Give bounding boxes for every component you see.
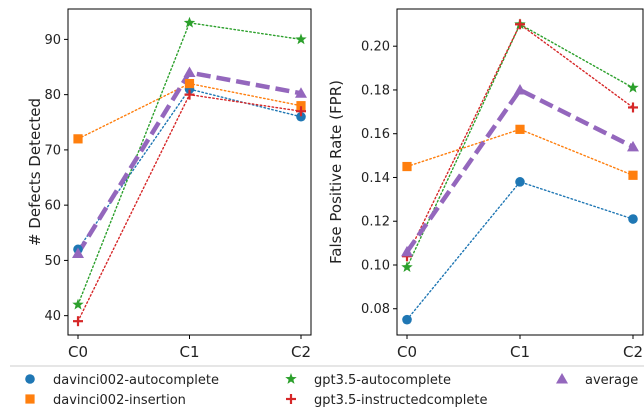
y-tick-label: 70 [44, 143, 61, 158]
legend: davinci002-autocomplete davinci002-insert… [10, 365, 644, 408]
series-line-gpt3.5-autocomplete [406, 23, 634, 268]
legend-label: gpt3.5-instructedcomplete [314, 393, 488, 408]
data-point-average-C1 [183, 66, 196, 78]
data-point-davinci002-insertion-C2 [296, 101, 306, 111]
data-point-davinci002-autocomplete-C2 [296, 111, 306, 122]
data-point-gpt3.5-instructedcomplete-C1 [515, 19, 525, 30]
y-tick-label: 0.18 [361, 83, 390, 98]
x-tick-label: C0 [397, 343, 417, 361]
y-tick-label: 50 [44, 254, 61, 269]
legend-item-davinci002-autocomplete: davinci002-autocomplete [25, 373, 219, 388]
y-tick-label: 40 [44, 309, 61, 324]
data-point-gpt3.5-instructedcomplete-C2 [628, 102, 638, 113]
legend-item-average: average [556, 373, 638, 388]
y-tick-label: 0.16 [361, 127, 390, 142]
legend-marker-davinci002-insertion [25, 394, 35, 404]
plot-frame [396, 8, 644, 336]
y-tick-label: 80 [44, 88, 61, 103]
data-point-davinci002-insertion-C1 [184, 78, 195, 89]
data-point-gpt3.5-instructedcomplete-C0 [73, 316, 83, 327]
legend-label: davinci002-insertion [53, 393, 186, 408]
y-tick-label: 0.14 [361, 171, 390, 186]
data-point-gpt3.5-instructedcomplete-C2 [296, 106, 306, 117]
x-tick-label: C1 [510, 343, 530, 361]
x-tick-label: C2 [291, 343, 311, 361]
series-line-davinci002-autocomplete [406, 181, 634, 321]
series-line-davinci002-insertion [406, 128, 634, 176]
chart-panel-2: 0.08 0.10 0.12 0.14 0.16 0.18 0.20 C0 C1 C2 False … [327, 8, 644, 361]
data-point-average-C0 [72, 247, 84, 258]
y-axis-title: # Defects Detected [26, 98, 44, 246]
x-tick-label: C2 [623, 343, 643, 361]
x-tick-label: C1 [179, 343, 199, 361]
y-tick-label: 0.10 [361, 258, 390, 273]
series-line-gpt3.5-instructedcomplete [77, 93, 302, 322]
data-point-davinci002-insertion-C1 [515, 124, 525, 134]
chart-panel-1: 40 50 60 70 80 90 C0 C1 C2 # Defects Detected [26, 8, 312, 361]
data-point-gpt3.5-autocomplete-C2 [295, 33, 307, 45]
data-point-davinci002-autocomplete-C0 [402, 314, 412, 325]
y-axis-title: False Positive Rate (FPR) [327, 80, 345, 264]
legend-marker-gpt3.5-autocomplete [285, 373, 297, 384]
legend-marker-davinci002-autocomplete [25, 374, 35, 384]
data-point-average-C2 [627, 140, 639, 152]
data-point-gpt3.5-autocomplete-C1 [183, 16, 196, 28]
legend-item-gpt3.5-instructedcomplete: gpt3.5-instructedcomplete [286, 393, 488, 408]
series-line-average [405, 87, 635, 254]
legend-item-gpt3.5-autocomplete: gpt3.5-autocomplete [285, 373, 451, 388]
y-tick-label: 0.12 [361, 215, 390, 230]
legend-label: gpt3.5-autocomplete [314, 373, 451, 388]
legend-label: average [585, 373, 638, 388]
series-line-gpt3.5-instructedcomplete [406, 23, 634, 257]
x-tick-label: C0 [68, 343, 88, 361]
data-point-gpt3.5-autocomplete-C2 [627, 81, 639, 93]
data-point-average-C1 [514, 83, 526, 95]
data-point-davinci002-insertion-C0 [402, 161, 412, 172]
series-line-davinci002-autocomplete [77, 88, 302, 251]
y-tick-label: 0.08 [361, 302, 390, 317]
legend-marker-average [556, 373, 568, 384]
legend-label: davinci002-autocomplete [53, 373, 219, 388]
data-point-gpt3.5-autocomplete-C0 [401, 261, 413, 273]
legend-marker-gpt3.5-instructedcomplete [286, 394, 296, 404]
plot-frame [67, 8, 312, 336]
data-point-average-C0 [401, 245, 413, 257]
data-point-davinci002-autocomplete-C1 [515, 177, 525, 187]
data-point-gpt3.5-instructedcomplete-C1 [184, 89, 195, 100]
y-tick-label: 60 [44, 199, 61, 214]
data-point-davinci002-insertion-C0 [73, 134, 83, 144]
y-tick-label: 0.20 [361, 40, 390, 55]
series-line-gpt3.5-autocomplete [77, 22, 302, 306]
data-point-davinci002-insertion-C2 [628, 170, 638, 180]
data-point-gpt3.5-autocomplete-C0 [72, 298, 84, 310]
legend-item-davinci002-insertion: davinci002-insertion [25, 393, 186, 408]
y-tick-label: 90 [44, 33, 61, 48]
data-point-davinci002-autocomplete-C2 [628, 214, 638, 224]
data-point-average-C2 [295, 87, 307, 98]
